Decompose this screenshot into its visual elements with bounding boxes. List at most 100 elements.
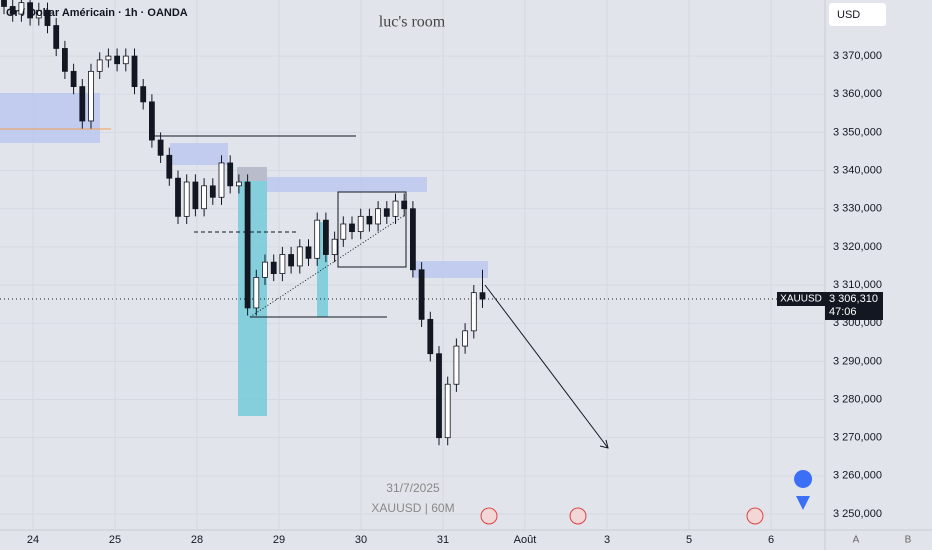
candle-body — [18, 2, 25, 15]
price-tag — [825, 292, 883, 320]
candle-body — [366, 215, 373, 225]
candle-body — [340, 223, 347, 240]
zone — [412, 261, 488, 278]
candle-body — [157, 139, 164, 156]
candle-body — [70, 70, 77, 88]
watermark: luc's room — [379, 14, 446, 31]
y-tick-label: 3 280,000 — [833, 393, 882, 405]
candle-body — [9, 6, 16, 15]
candle-body — [201, 185, 208, 210]
zone — [170, 143, 228, 165]
candle-body — [227, 162, 234, 187]
x-tick-label: 29 — [273, 534, 285, 546]
grid — [0, 0, 825, 530]
x-tick-label: 6 — [768, 534, 774, 546]
candle-body — [331, 238, 338, 255]
event-icon[interactable] — [746, 507, 764, 525]
scale-button[interactable]: B — [905, 535, 912, 546]
candle-body — [262, 261, 268, 278]
trendline — [249, 214, 406, 318]
candle-body — [296, 246, 303, 267]
candle-body — [122, 55, 129, 65]
candle-body — [427, 318, 434, 355]
y-tick-label: 3 340,000 — [833, 164, 882, 176]
candle-body — [235, 181, 242, 187]
candle-body — [88, 70, 94, 122]
candle-body — [357, 215, 364, 233]
x-tick-label: 28 — [191, 534, 203, 546]
price-tag-text: 3 306,310 — [829, 293, 878, 305]
candle-body — [322, 219, 329, 255]
candle-body — [183, 181, 190, 217]
candle-body — [114, 55, 120, 65]
scale-button[interactable]: A — [853, 535, 860, 546]
candle-body — [140, 86, 147, 103]
candles — [1, 0, 486, 446]
event-icon[interactable] — [569, 507, 587, 525]
candle-body — [453, 345, 460, 385]
arrow — [484, 284, 609, 449]
y-tick-label: 3 320,000 — [833, 241, 882, 253]
y-tick-label: 3 330,000 — [833, 203, 882, 215]
candle-body — [462, 330, 469, 347]
candle-body — [209, 185, 216, 198]
y-tick-label: 3 370,000 — [833, 50, 882, 62]
candle-body — [131, 55, 138, 88]
currency[interactable]: USD — [837, 9, 860, 21]
arrow-head — [599, 439, 609, 449]
candle-body — [470, 292, 477, 332]
candle-body — [479, 292, 486, 300]
candle-body — [53, 25, 60, 49]
candle-body — [288, 254, 295, 267]
x-tick-label: 25 — [109, 534, 121, 546]
x-tick-label: 24 — [27, 534, 39, 546]
symbol: XAUUSD — [780, 294, 822, 305]
symbol-tag — [777, 292, 825, 306]
candle-body — [253, 277, 260, 309]
candle-body — [418, 269, 425, 320]
candle-body — [148, 101, 155, 141]
y-tick-label: 3 290,000 — [833, 355, 882, 367]
zone — [267, 177, 427, 192]
location-pin[interactable] — [794, 470, 813, 510]
y-tick-label: 3 260,000 — [833, 470, 882, 482]
range — [337, 191, 407, 268]
x-tick-label: 31 — [437, 534, 449, 546]
y-tick-label: 3 270,000 — [833, 432, 882, 444]
candle-body — [218, 162, 225, 198]
candle-body — [375, 208, 382, 225]
candle-body — [244, 181, 251, 309]
interval-label: XAUUSD | 60M — [371, 501, 454, 515]
candle-body — [192, 181, 199, 210]
chart-title: Or / Dollar Américain · 1h · OANDA — [6, 7, 188, 19]
candle-body — [44, 9, 51, 26]
axes: 3 250,000 3 260,000 3 270,000 3 280,000 3 29… — [27, 50, 882, 546]
event-icon[interactable] — [480, 507, 498, 525]
currency-button[interactable] — [829, 3, 886, 26]
date-label: 31/7/2025 — [386, 481, 440, 495]
y-tick-label: 3 350,000 — [833, 126, 882, 138]
candle-body — [436, 353, 442, 439]
candle-body — [105, 55, 112, 61]
candle-body — [1, 0, 7, 7]
candle-body — [27, 2, 34, 19]
candle-body — [79, 86, 86, 122]
candle-body — [305, 246, 312, 259]
candle-body — [279, 254, 286, 274]
y-tick-label: 3 310,000 — [833, 279, 882, 291]
x-tick-label: 3 — [604, 534, 610, 546]
candle-body — [62, 48, 68, 72]
candle-body — [35, 9, 42, 19]
candle-body — [444, 383, 451, 439]
candle-body — [401, 200, 408, 210]
candle-body — [392, 200, 399, 217]
candle-body — [314, 219, 321, 259]
zone — [237, 167, 267, 181]
candle-body — [96, 59, 103, 72]
x-tick-label: 5 — [686, 534, 692, 546]
price-axis — [825, 0, 932, 550]
candle-body — [349, 223, 355, 233]
candle-body — [270, 261, 277, 274]
candle-body — [383, 208, 390, 217]
